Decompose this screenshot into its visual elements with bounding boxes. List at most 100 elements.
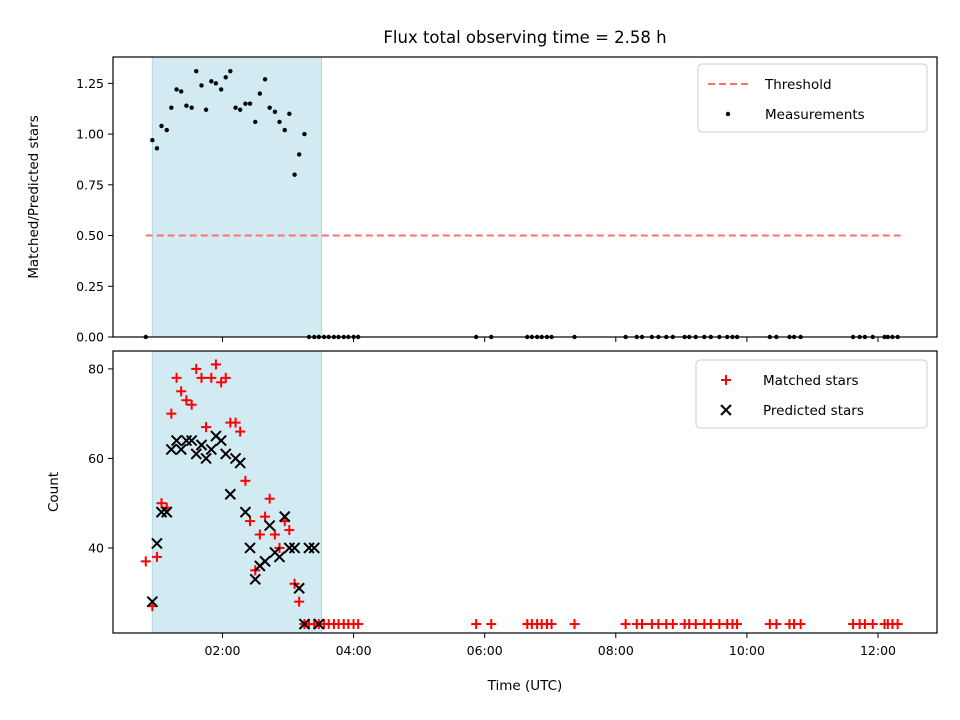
matched-star-point [210, 359, 221, 370]
predicted-star-point [293, 582, 305, 594]
measurement-point [184, 103, 189, 108]
x-tick-label: 06:00 [467, 643, 503, 658]
matched-star-point [637, 619, 648, 630]
bottom-panel: 40 60 80 02:00 04:00 06:00 08:00 10:00 12:00 Cou… [46, 350, 938, 694]
x-tick-label: 12:00 [860, 643, 896, 658]
matched-star-point [186, 399, 197, 410]
matched-star-point [171, 372, 182, 383]
matched-star-point [151, 551, 162, 562]
measurement-point [267, 105, 272, 110]
matched-star-point [254, 529, 265, 540]
measurement-point [209, 79, 214, 84]
measurement-point [253, 119, 258, 125]
threshold-legend-label: Threshold [764, 77, 832, 93]
measurement-point [223, 75, 228, 80]
bottom-y-axis-label: Count [46, 472, 62, 512]
matched-star-point [471, 619, 482, 630]
matched-star-point [201, 422, 212, 433]
matched-star-point [620, 619, 631, 630]
x-axis-label: Time (UTC) [487, 678, 563, 694]
top-y-tick-label: 0.25 [76, 279, 104, 294]
predicted-star-point [313, 618, 325, 630]
predicted-star-point [288, 542, 301, 554]
predicted-star-point [175, 443, 187, 456]
predicted-star-point [215, 434, 227, 447]
predicted-star-point [146, 595, 159, 608]
top-y-tick-label: 0.50 [76, 228, 104, 243]
measurement-point [228, 69, 233, 74]
bottom-legend-box [695, 359, 928, 429]
matched-star-point [235, 426, 246, 437]
bottom-y-tick-label: 40 [88, 540, 104, 555]
matched-star-point [569, 619, 580, 630]
measurement-point [243, 101, 248, 106]
measurement-point [233, 105, 238, 110]
predicted-legend-swatch [720, 404, 732, 416]
matched-star-point [216, 377, 227, 388]
top-y-tick-label: 1.00 [76, 127, 104, 142]
top-legend-box [697, 63, 928, 133]
matched-star-point [245, 516, 256, 527]
matched-legend-label: Matched stars [763, 373, 859, 389]
matched-star-point [260, 511, 271, 522]
measurement-point [262, 77, 268, 82]
matched-star-point [269, 529, 280, 540]
matched-star-point [220, 372, 231, 383]
measurement-point [203, 107, 209, 112]
matched-star-point [486, 619, 497, 630]
x-tick-label: 08:00 [598, 643, 634, 658]
matched-star-point [867, 619, 878, 630]
bottom-legend: Matched stars Predicted stars [695, 359, 928, 429]
predicted-points-layer [146, 430, 325, 630]
measurement-point [277, 119, 282, 125]
predicted-star-point [244, 542, 256, 554]
top-panel: Flux total observing time = 2.58 h 0.000… [26, 28, 938, 345]
predicted-star-point [259, 555, 271, 568]
predicted-star-point [308, 542, 320, 554]
matched-star-point [230, 417, 241, 428]
measurement-point [282, 127, 287, 133]
measurement-point [174, 87, 179, 92]
measurement-point [287, 111, 292, 117]
predicted-star-point [205, 443, 218, 456]
matched-star-point [546, 619, 557, 630]
matched-star-point [264, 493, 275, 504]
predicted-star-point [155, 506, 168, 518]
matched-star-point [140, 556, 151, 567]
matched-star-point [732, 619, 743, 630]
measurement-point [272, 109, 278, 114]
measurement-point [247, 101, 253, 106]
predicted-star-point [165, 443, 178, 456]
predicted-star-point [151, 537, 163, 550]
matched-star-point [294, 596, 305, 607]
matched-star-point [667, 619, 678, 630]
predicted-legend-label: Predicted stars [763, 403, 864, 419]
matched-star-point [795, 619, 806, 630]
predicted-star-point [190, 448, 202, 460]
measurement-point [296, 152, 302, 157]
measurement-point [159, 123, 164, 129]
top-axes-frame [112, 56, 938, 338]
measurement-point [302, 131, 307, 137]
matched-star-point [196, 372, 207, 383]
measurement-point [164, 127, 169, 133]
matched-star-point [690, 619, 701, 630]
predicted-star-point [180, 434, 193, 447]
predicted-star-point [224, 488, 237, 500]
top-ticks-layer: 0.00 0.25 0.50 0.75 1.00 1.25 [76, 76, 879, 345]
bottom-axes-frame [112, 350, 938, 634]
measurement-point [213, 81, 219, 86]
predicted-star-point [185, 434, 198, 447]
top-shaded-span-layer [151, 56, 322, 338]
measurement-point [169, 105, 174, 110]
measurements-legend-swatch [725, 111, 731, 117]
bottom-y-tick-label: 80 [88, 361, 104, 376]
top-y-tick-label: 1.25 [76, 76, 104, 91]
matched-star-point [206, 372, 217, 383]
x-tick-label: 02:00 [204, 643, 240, 658]
predicted-star-point [279, 510, 291, 523]
predicted-star-point [249, 573, 261, 585]
predicted-star-point [303, 542, 315, 554]
measurements-legend-label: Measurements [765, 107, 865, 123]
